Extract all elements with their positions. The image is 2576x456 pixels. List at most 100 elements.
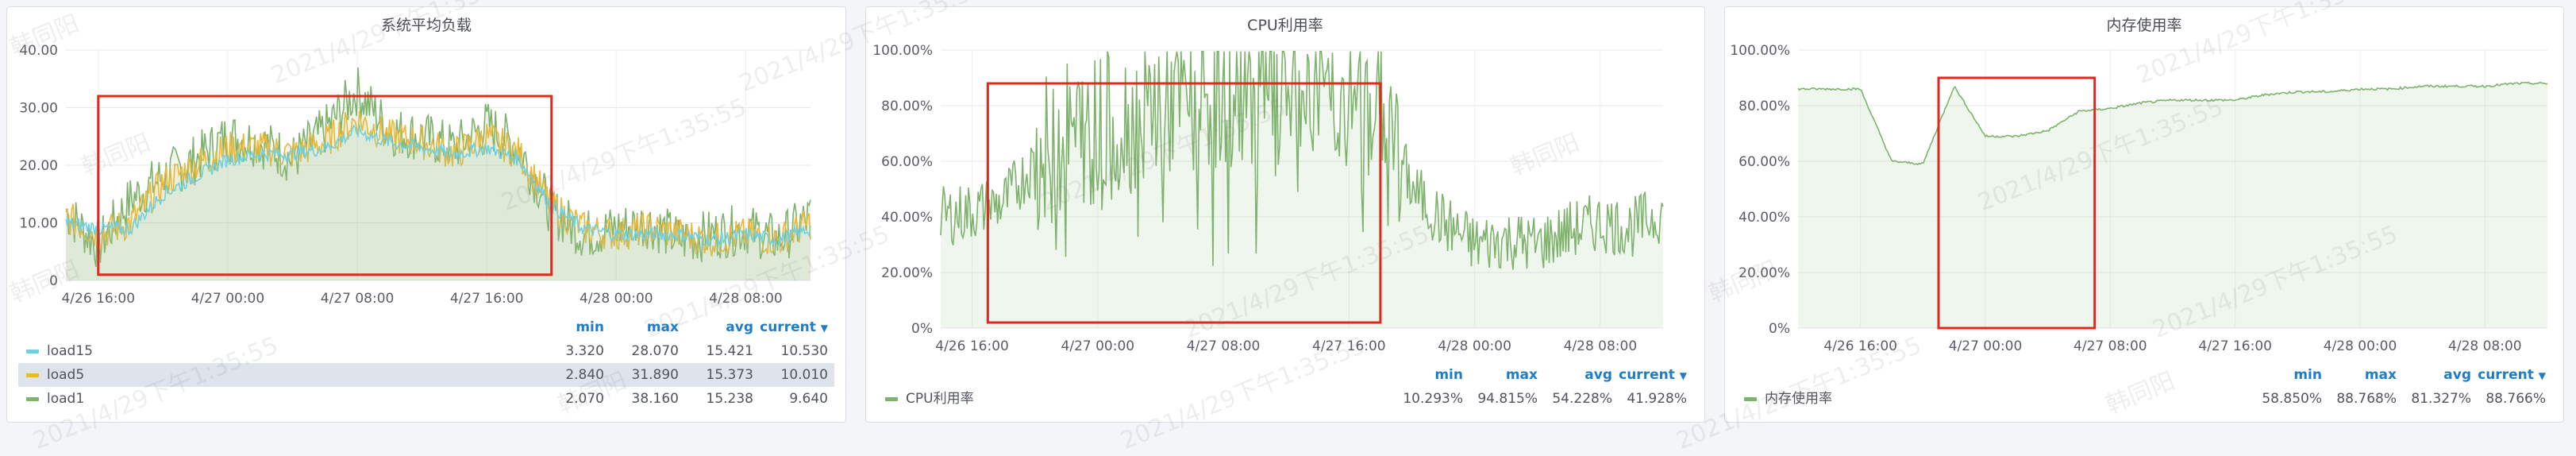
legend-current: 41.928%	[1627, 391, 1687, 407]
caret-down-icon: ▼	[2538, 370, 2546, 381]
legend-header-avg[interactable]: avg	[726, 319, 753, 335]
x-tick-label: 4/26 16:00	[1823, 338, 1897, 354]
legend-header-avg[interactable]: avg	[2443, 367, 2471, 383]
y-tick-label: 0%	[911, 321, 933, 337]
y-tick-label: 100.00%	[872, 43, 933, 59]
x-tick-label: 4/28 00:00	[580, 291, 653, 307]
x-tick-label: 4/27 00:00	[1949, 338, 2023, 354]
series-line-load5	[65, 110, 811, 257]
legend-row[interactable]: load5 2.840 31.890 15.373 10.010	[18, 363, 834, 387]
legend-current: 10.530	[780, 343, 828, 359]
legend-header-max[interactable]: max	[646, 319, 679, 335]
y-tick-label: 60.00%	[1739, 154, 1790, 170]
legend-series-name: 内存使用率	[1765, 391, 1832, 407]
x-tick-label: 4/27 00:00	[191, 291, 265, 307]
x-tick-label: 4/26 16:00	[935, 338, 1009, 354]
panel-title[interactable]: CPU利用率	[1247, 17, 1323, 34]
legend-row[interactable]: load1 2.070 38.160 15.238 9.640	[18, 387, 834, 411]
y-tick-label: 10.00	[19, 216, 58, 232]
legend-min: 2.070	[565, 391, 604, 407]
legend-header-min[interactable]: min	[1434, 367, 1463, 383]
series-swatch-icon	[26, 396, 39, 401]
legend-avg: 15.238	[706, 391, 753, 407]
series-line-load15	[65, 124, 811, 248]
legend-header-current[interactable]: current ▼	[1619, 363, 1687, 388]
legend-header-max[interactable]: max	[1505, 367, 1538, 383]
highlight-box	[986, 82, 1382, 324]
x-tick-label: 4/28 08:00	[2448, 338, 2522, 354]
legend-series[interactable]: load5	[26, 363, 84, 387]
x-tick-label: 4/27 08:00	[321, 291, 395, 307]
panel-title[interactable]: 系统平均负载	[380, 17, 472, 34]
legend-header-max[interactable]: max	[2364, 367, 2397, 383]
y-tick-label: 100.00%	[1730, 43, 1790, 59]
y-tick-label: 30.00	[19, 101, 58, 117]
legend-series[interactable]: 内存使用率	[1744, 387, 1832, 411]
y-tick-label: 40.00%	[1739, 210, 1790, 226]
x-tick-label: 4/27 00:00	[1061, 338, 1135, 354]
panel-title[interactable]: 内存使用率	[2106, 17, 2182, 34]
caret-down-icon: ▼	[1679, 370, 1687, 381]
legend-series-name: load1	[47, 391, 85, 407]
legend-header-current-label: current	[2478, 367, 2534, 383]
legend-header-min[interactable]: min	[576, 319, 604, 335]
y-tick-label: 80.00%	[881, 99, 933, 114]
legend-header-min[interactable]: min	[2293, 367, 2322, 383]
series-area-load15	[66, 124, 811, 280]
mem-chart: 0% 20.00% 40.00% 60.00% 80.00% 100.00% 4/26 16…	[1730, 43, 2548, 354]
legend: min max avg current ▼ CPU利用率 10.293% 94.815% 54…	[877, 363, 1693, 411]
legend-current: 88.766%	[2486, 391, 2546, 407]
legend-row[interactable]: CPU利用率 10.293% 94.815% 54.228% 41.928%	[877, 387, 1693, 411]
legend-series[interactable]: load15	[26, 339, 93, 363]
legend-header-current[interactable]: current ▼	[760, 315, 828, 340]
legend-header-current-label: current	[1619, 367, 1675, 383]
legend-header-current[interactable]: current ▼	[2478, 363, 2546, 388]
legend-min: 58.850%	[2262, 391, 2322, 407]
legend-series[interactable]: CPU利用率	[885, 387, 974, 411]
series-swatch-icon	[885, 396, 898, 401]
legend-max: 38.160	[631, 391, 679, 407]
legend-header: min max avg current ▼	[18, 315, 834, 339]
legend-row[interactable]: 内存使用率 58.850% 88.768% 81.327% 88.766%	[1736, 387, 2552, 411]
legend-header: min max avg current ▼	[1736, 363, 2552, 387]
x-tick-label: 4/27 16:00	[1312, 338, 1386, 354]
x-tick-label: 4/26 16:00	[61, 291, 135, 307]
legend-min: 3.320	[565, 343, 604, 359]
mem-panel: 内存使用率 0% 20.00% 40.00% 60.00% 80.00% 100.00% 4/…	[1724, 6, 2564, 423]
legend-avg: 15.421	[706, 343, 753, 359]
legend-max: 94.815%	[1477, 391, 1538, 407]
y-tick-label: 60.00%	[881, 154, 933, 170]
legend-row[interactable]: load15 3.320 28.070 15.421 10.530	[18, 339, 834, 363]
y-tick-label: 0	[49, 273, 58, 289]
y-tick-label: 20.00	[19, 158, 58, 174]
legend-current: 9.640	[789, 391, 828, 407]
y-tick-label: 20.00%	[1739, 265, 1790, 281]
x-tick-label: 4/27 16:00	[2198, 338, 2272, 354]
legend-series[interactable]: load1	[26, 387, 84, 411]
series-area-CPU利用率	[941, 51, 1663, 329]
y-tick-label: 40.00	[19, 43, 58, 59]
x-tick-label: 4/27 08:00	[2074, 338, 2147, 354]
legend-avg: 54.228%	[1552, 391, 1612, 407]
legend-series-name: CPU利用率	[906, 391, 974, 407]
x-tick-label: 4/28 08:00	[709, 291, 783, 307]
legend-min: 10.293%	[1403, 391, 1463, 407]
cpu-panel: CPU利用率 0% 20.00% 40.00% 60.00% 80.00% 100.00% 4…	[865, 6, 1705, 423]
legend-max: 88.768%	[2336, 391, 2397, 407]
highlight-box	[97, 95, 553, 276]
series-area-内存使用率	[1798, 82, 2547, 328]
y-tick-label: 40.00%	[881, 210, 933, 226]
x-tick-label: 4/28 00:00	[2324, 338, 2397, 354]
x-tick-label: 4/28 08:00	[1564, 338, 1638, 354]
load-panel: 系统平均负载 0 10.00 20.00 30.00 40.00 4/26 16:00 4/2…	[6, 6, 846, 423]
legend-min: 2.840	[565, 367, 604, 383]
x-tick-label: 4/27 16:00	[450, 291, 524, 307]
legend-avg: 15.373	[706, 367, 753, 383]
legend-header-avg[interactable]: avg	[1584, 367, 1612, 383]
cpu-chart: 0% 20.00% 40.00% 60.00% 80.00% 100.00% 4/26 16…	[872, 43, 1664, 354]
legend-max: 28.070	[631, 343, 679, 359]
series-area-load1	[66, 67, 811, 281]
series-line-CPU利用率	[940, 51, 1664, 270]
series-swatch-icon	[1744, 396, 1757, 401]
legend-series-name: load15	[47, 343, 93, 359]
